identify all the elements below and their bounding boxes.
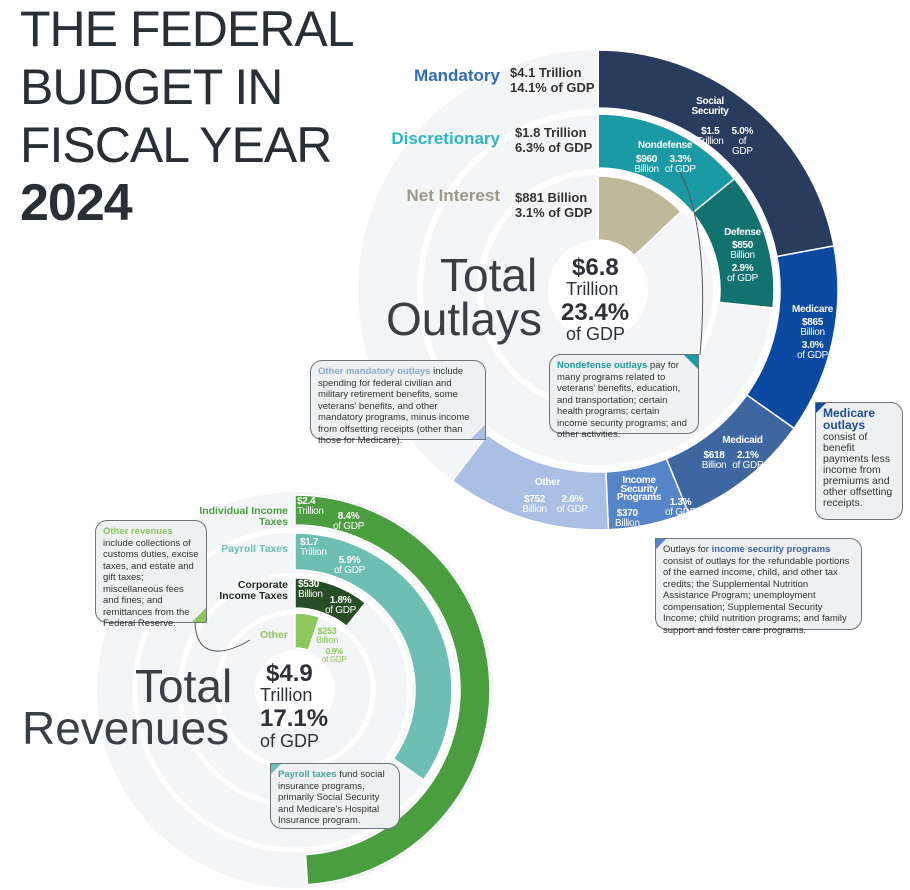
individual-income-taxes-label: Individual Income Taxes (199, 505, 288, 528)
total-outlays-unit: Trillion (566, 279, 619, 299)
payroll-pct: 5.9% of GDP (334, 555, 365, 576)
payroll-taxes-callout: Payroll taxes fund social insurance prog… (270, 763, 400, 829)
net-interest-amount: $881 Billion 3.1% of GDP (515, 190, 593, 220)
title-line: THE FEDERAL (20, 1, 355, 57)
callout-corner-marker (271, 764, 281, 774)
other-revenue-amount: $253 Billion (316, 626, 338, 645)
nondefense-callout-pointer (679, 171, 704, 356)
mandatory-label: Mandatory (414, 66, 500, 85)
other-revenues-callout-pointer (194, 619, 251, 652)
income-security-callout: Outlays for income security programs con… (655, 538, 862, 636)
medicare-callout: Medicare outlays consist of benefit paym… (815, 402, 903, 520)
callout-corner-marker (656, 539, 666, 549)
other-outlays-label: Other $752 Billion 2.6% of GDP (522, 477, 588, 515)
medicare-label: Medicare $865 Billion 3.0% of GDP (792, 304, 833, 361)
other-arc (294, 612, 321, 652)
title-line: BUDGET IN (20, 59, 283, 115)
net-interest-label: Net Interest (406, 186, 500, 205)
payroll-taxes-label: Payroll Taxes (221, 543, 288, 555)
discretionary-label: Discretionary (391, 129, 500, 148)
total-revenues-value: $4.9 (266, 660, 313, 687)
total-outlays-pct: 23.4% (561, 299, 630, 326)
discretionary-amount: $1.8 Trillion 6.3% of GDP (515, 125, 593, 155)
individual-income-taxes-arc (294, 494, 491, 886)
revenues-guide-ring (132, 527, 458, 853)
social-security-label: Social Security $1.5 Trillion 5.0% of GDP (691, 96, 754, 157)
other-revenues-label: Other (259, 629, 288, 641)
individual-pct: 8.4% of GDP (333, 511, 364, 532)
income-security-pct: 1.3% of GDP (665, 497, 696, 518)
nondefense-callout: Nondefense outlays pay for many programs… (549, 354, 699, 440)
page-title: THE FEDERAL BUDGET IN FISCAL YEAR 2024 (20, 0, 355, 232)
callout-corner-marker (816, 403, 826, 413)
other-arc (451, 433, 610, 531)
medicaid-label: Medicaid $618 Billion 2.1% of GDP (701, 435, 764, 471)
callout-corner-marker (471, 425, 485, 439)
title-year: 2024 (20, 174, 133, 232)
income-security-label: Income Security Programs (616, 475, 662, 503)
payroll-amount: $1.7 Trillion (300, 537, 327, 558)
callout-corner-marker (192, 608, 206, 622)
total-outlays-value: $6.8 (572, 254, 619, 281)
total-revenues-unit: Trillion (260, 685, 313, 705)
corporate-income-taxes-label: Corporate Income Taxes (219, 579, 288, 602)
revenues-center (255, 650, 335, 730)
total-revenues-pct: 17.1% (260, 705, 329, 732)
individual-amount: $2.4 Trillion (297, 496, 324, 517)
total-revenues-pct-unit: of GDP (260, 731, 320, 751)
income-security-amount: $370 Billion (615, 508, 640, 529)
other-mandatory-callout: Other mandatory outlays include spending… (310, 360, 486, 446)
total-outlays-pct-unit: of GDP (566, 324, 626, 344)
total-revenues-word1: Total (135, 660, 233, 712)
defense-label: Defense $850 Billion 2.9% of GDP (724, 227, 761, 284)
corporate-pct: 1.8% of GDP (325, 595, 356, 616)
net-interest-arc (597, 175, 682, 257)
corporate-amount: $530 Billion (298, 579, 323, 600)
other-revenue-pct: 0.9% of GDP (322, 647, 347, 664)
title-line: FISCAL YEAR (20, 117, 332, 173)
total-revenues-word2: Revenues (22, 702, 230, 754)
defense-arc (691, 177, 775, 309)
total-outlays-word1: Total (440, 249, 538, 301)
other-revenues-callout: Other revenues include collections of cu… (95, 520, 207, 629)
payroll-taxes-arc (294, 532, 453, 781)
callout-corner-marker (684, 355, 698, 369)
corporate-income-taxes-arc (294, 577, 367, 628)
mandatory-amount: $4.1 Trillion 14.1% of GDP (510, 65, 595, 95)
outlays-center (548, 240, 648, 340)
total-outlays-word2: Outlays (386, 293, 542, 345)
nondefense-label: Nondefense $960 Billion 3.3% of GDP (634, 140, 696, 175)
